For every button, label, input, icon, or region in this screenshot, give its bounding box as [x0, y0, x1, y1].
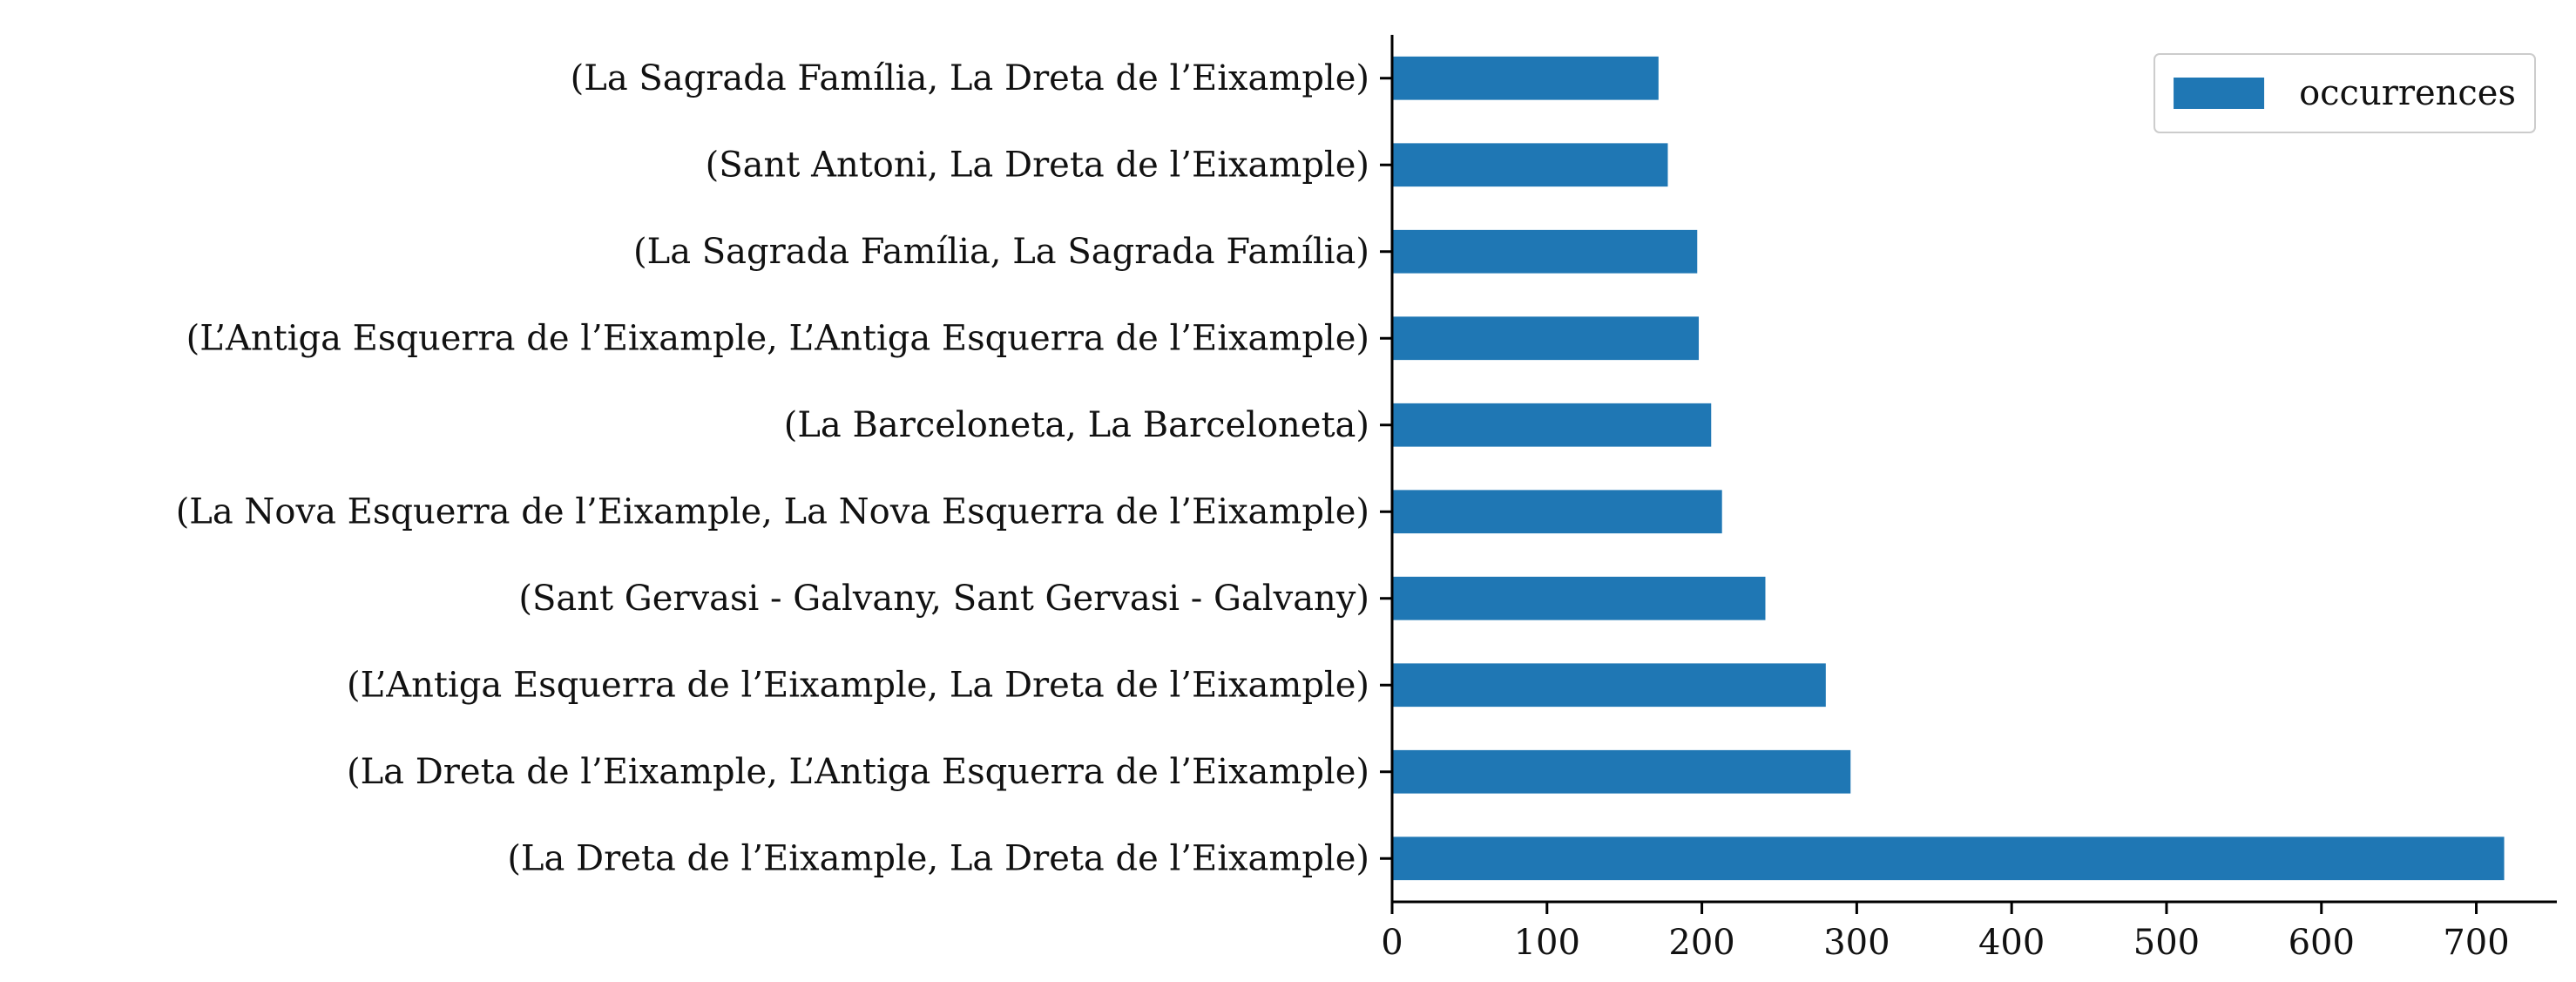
bar — [1392, 403, 1712, 447]
category-label: (La Dreta de l’Eixample, La Dreta de l’E… — [507, 838, 1369, 878]
category-label: (La Nova Esquerra de l’Eixample, La Nova… — [176, 491, 1369, 532]
category-labels: (La Dreta de l’Eixample, La Dreta de l’E… — [176, 58, 1392, 878]
category-label: (La Sagrada Família, La Dreta de l’Eixam… — [571, 58, 1369, 98]
category-label: (Sant Gervasi - Galvany, Sant Gervasi - … — [518, 579, 1369, 619]
x-tick-label: 700 — [2443, 923, 2509, 963]
x-tick-label: 200 — [1668, 923, 1734, 963]
category-label: (L’Antiga Esquerra de l’Eixample, La Dre… — [347, 665, 1369, 705]
x-tick-label: 500 — [2133, 923, 2200, 963]
bar — [1392, 663, 1826, 708]
x-tick-label: 400 — [1978, 923, 2045, 963]
legend-label: occurrences — [2299, 73, 2516, 113]
x-tick-label: 300 — [1823, 923, 1890, 963]
bar — [1392, 490, 1722, 534]
legend: occurrences — [2153, 53, 2536, 133]
bar — [1392, 229, 1698, 274]
category-label: (La Sagrada Família, La Sagrada Família) — [633, 232, 1369, 272]
x-tick-label: 0 — [1381, 923, 1403, 963]
category-label: (La Barceloneta, La Barceloneta) — [784, 405, 1369, 445]
bar — [1392, 143, 1668, 187]
category-label: (La Dreta de l’Eixample, L’Antiga Esquer… — [347, 752, 1369, 792]
bar — [1392, 56, 1659, 100]
x-tick-label: 100 — [1514, 923, 1580, 963]
legend-swatch — [2174, 78, 2265, 109]
bars-group — [1392, 56, 2505, 881]
category-label: (Sant Antoni, La Dreta de l’Eixample) — [706, 145, 1369, 185]
bar — [1392, 749, 1851, 794]
legend-box — [2153, 53, 2536, 133]
category-label: (L’Antiga Esquerra de l’Eixample, L’Anti… — [186, 318, 1369, 358]
x-tick-label: 600 — [2289, 923, 2355, 963]
bar — [1392, 836, 2505, 881]
x-axis-ticks: 0 100 200 300 400 500 600 700 — [1381, 902, 2510, 963]
bar — [1392, 316, 1700, 361]
bar — [1392, 576, 1766, 620]
